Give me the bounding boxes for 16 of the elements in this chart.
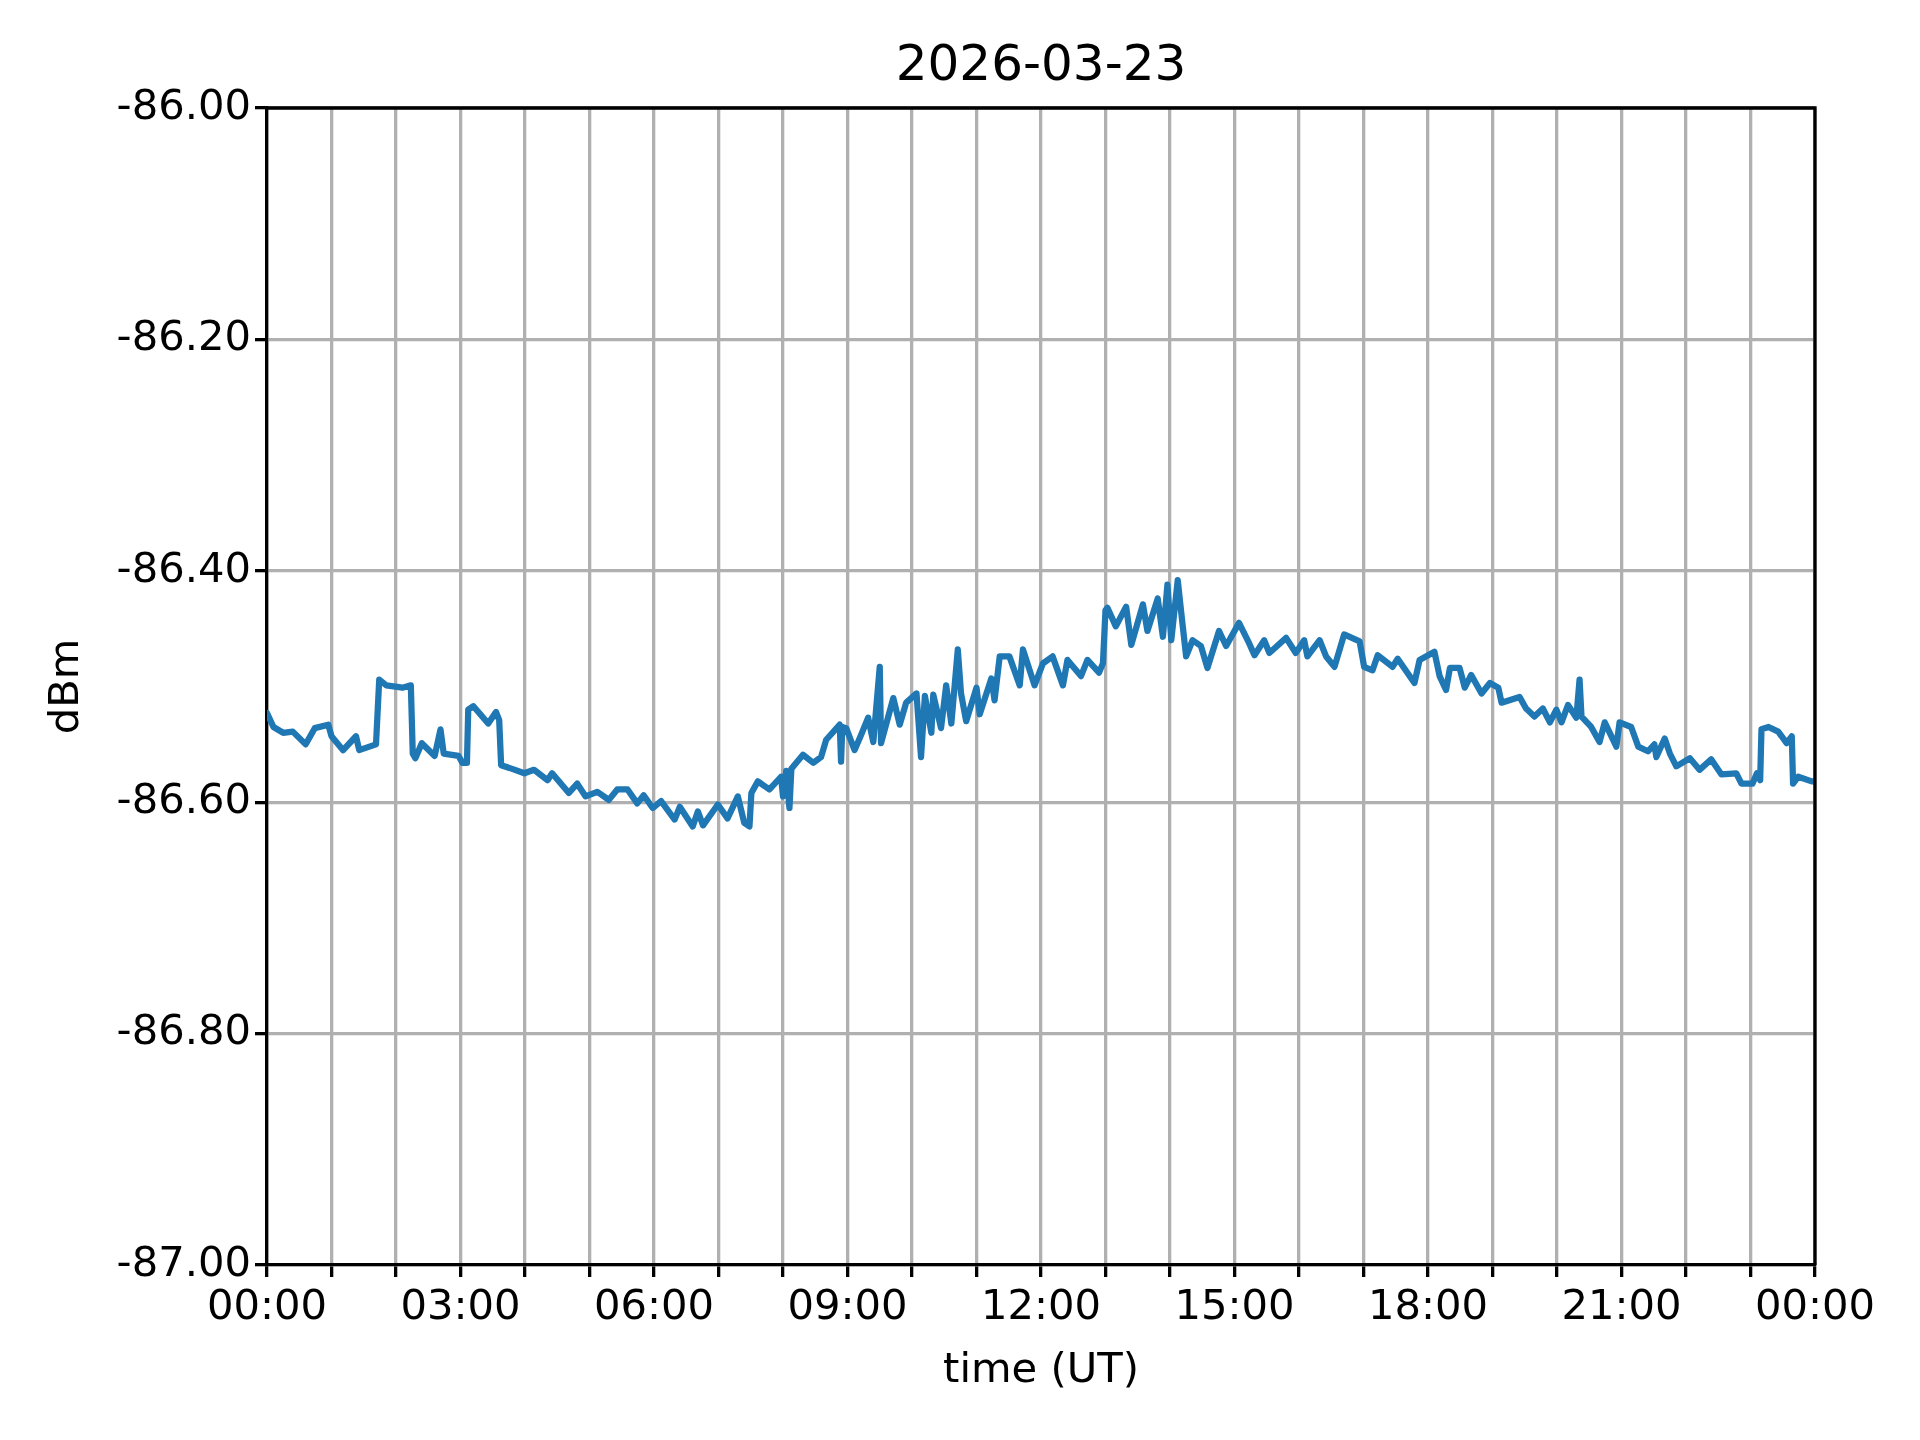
x-tick-label: 15:00 xyxy=(1174,1279,1295,1329)
x-axis-title: time (UT) xyxy=(943,1342,1139,1392)
y-tick-label: -86.20 xyxy=(116,311,251,361)
y-axis-title: dBm xyxy=(38,638,88,735)
x-tick-label: 06:00 xyxy=(593,1279,715,1329)
y-tick-label: -86.60 xyxy=(116,774,251,824)
y-tick-label: -86.00 xyxy=(116,79,251,129)
x-tick-label: 09:00 xyxy=(787,1279,908,1329)
x-tick-label: 18:00 xyxy=(1367,1279,1489,1329)
y-tick-label: -86.80 xyxy=(116,1005,251,1055)
x-tick-label: 00:00 xyxy=(1754,1279,1876,1329)
x-tick-label: 03:00 xyxy=(400,1279,521,1329)
x-tick-label: 21:00 xyxy=(1561,1279,1682,1329)
x-tick-label: 12:00 xyxy=(980,1279,1102,1329)
chart-title: 2026-03-23 xyxy=(895,33,1187,92)
y-tick-label: -86.40 xyxy=(116,542,251,592)
